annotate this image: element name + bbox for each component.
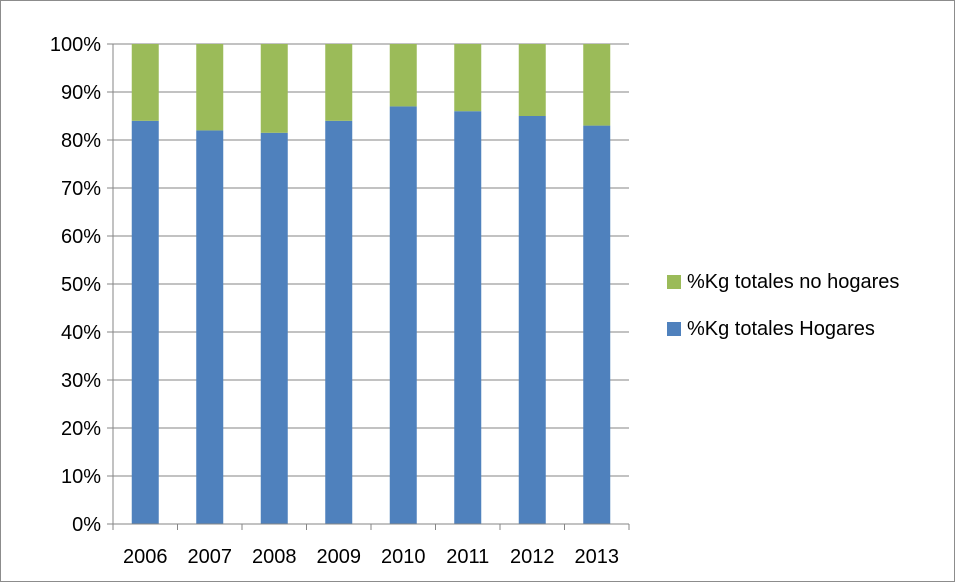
legend-swatch-no-hogares bbox=[667, 275, 681, 289]
x-tick-label: 2008 bbox=[252, 546, 297, 568]
bar-no-hogares-2012 bbox=[518, 44, 546, 116]
x-tick-label: 2012 bbox=[510, 546, 555, 568]
bar-hogares-2007 bbox=[196, 130, 224, 524]
y-tick-label: 0% bbox=[72, 514, 101, 536]
y-tick-label: 90% bbox=[61, 82, 101, 104]
gridlines bbox=[113, 43, 629, 477]
x-tick-label: 2013 bbox=[575, 546, 620, 568]
bars bbox=[131, 44, 611, 525]
y-tick-label: 10% bbox=[61, 466, 101, 488]
x-tick-label: 2010 bbox=[381, 546, 426, 568]
y-tick-label: 30% bbox=[61, 370, 101, 392]
bar-no-hogares-2008 bbox=[260, 44, 288, 133]
y-tick-label: 40% bbox=[61, 322, 101, 344]
x-tick-label: 2007 bbox=[188, 546, 233, 568]
legend-item-hogares: %Kg totales Hogares bbox=[667, 316, 899, 342]
x-tick-label: 2009 bbox=[317, 546, 362, 568]
bar-hogares-2006 bbox=[131, 120, 159, 525]
y-tick-label: 100% bbox=[50, 34, 101, 56]
y-tick-label: 60% bbox=[61, 226, 101, 248]
legend-item-no-hogares: %Kg totales no hogares bbox=[667, 269, 899, 295]
bar-no-hogares-2011 bbox=[454, 44, 482, 112]
bar-hogares-2012 bbox=[518, 116, 546, 524]
x-tick-label: 2006 bbox=[123, 546, 168, 568]
bar-no-hogares-2009 bbox=[325, 44, 353, 121]
legend-swatch-hogares bbox=[667, 322, 681, 336]
bar-no-hogares-2010 bbox=[389, 44, 417, 107]
bar-hogares-2011 bbox=[454, 111, 482, 524]
legend-label-hogares: %Kg totales Hogares bbox=[687, 317, 875, 340]
y-tick-label: 80% bbox=[61, 130, 101, 152]
axes bbox=[107, 43, 630, 530]
x-tick-labels: 2006 2007 2008 2009 2010 2011 2012 2013 bbox=[123, 546, 619, 568]
bar-hogares-2010 bbox=[389, 106, 417, 525]
bar-hogares-2013 bbox=[583, 125, 611, 524]
bar-hogares-2009 bbox=[325, 120, 353, 525]
y-tick-label: 20% bbox=[61, 418, 101, 440]
bar-no-hogares-2013 bbox=[583, 44, 611, 126]
y-tick-label: 50% bbox=[61, 274, 101, 296]
bar-no-hogares-2007 bbox=[196, 44, 224, 131]
y-tick-labels: 0% 10% 20% 30% 40% 50% 60% 70% 80% 90% 100% bbox=[50, 34, 101, 536]
bar-no-hogares-2006 bbox=[131, 44, 159, 121]
bar-hogares-2008 bbox=[260, 132, 288, 525]
legend: %Kg totales no hogares %Kg totales Hogar… bbox=[667, 269, 899, 363]
legend-label-no-hogares: %Kg totales no hogares bbox=[687, 270, 900, 293]
x-tick-label: 2011 bbox=[446, 546, 489, 568]
y-tick-label: 70% bbox=[61, 178, 101, 200]
